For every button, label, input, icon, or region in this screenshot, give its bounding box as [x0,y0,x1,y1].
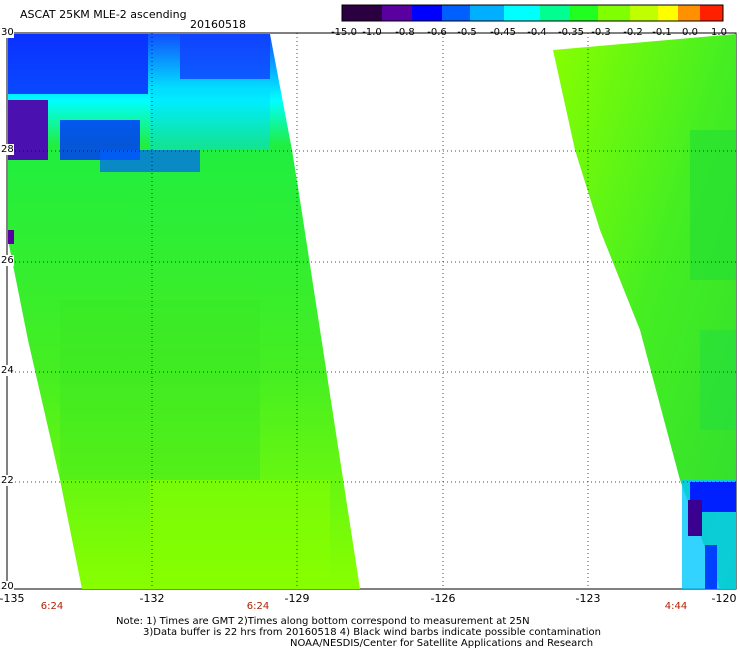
lat-label: 26 [1,255,14,266]
colorbar-label: -0.8 [395,27,415,38]
lat-label: 28 [1,144,14,155]
lat-label: 22 [1,475,14,486]
lon-label: -135 [0,592,25,605]
map-date: 20160518 [190,18,246,31]
lon-label: -120 [711,592,737,605]
colorbar-label: -0.45 [490,27,516,38]
colorbar-label: -0.2 [623,27,643,38]
colorbar-label: -1.0 [362,27,382,38]
note-line: Note: 1) Times are GMT 2)Times along bot… [116,616,530,627]
lon-label: -129 [284,592,310,605]
colorbar-label: 1.0 [711,27,727,38]
colorbar [341,4,724,22]
time-label: 4:44 [664,601,688,612]
lat-label: 20 [1,581,14,592]
colorbar-label: -0.3 [591,27,611,38]
colorbar-label: 0.0 [682,27,698,38]
lon-label: -132 [139,592,165,605]
colorbar-label: -0.5 [457,27,477,38]
time-label: 6:24 [246,601,270,612]
colorbar-label: -0.6 [427,27,447,38]
colorbar-label: -15.0 [331,27,357,38]
colorbar-label: -0.4 [527,27,547,38]
colorbar-label: -0.1 [652,27,672,38]
graticule [7,33,736,589]
left-swath [8,34,360,589]
lon-label: -126 [430,592,456,605]
right-swath [553,34,736,589]
note-credit: NOAA/NESDIS/Center for Satellite Applica… [290,638,594,649]
colorbar-label: -0.35 [558,27,584,38]
lat-label: 24 [1,365,14,376]
lat-label: 30 [1,27,14,38]
note-line: 3)Data buffer is 22 hrs from 20160518 4)… [143,627,601,638]
map-title: ASCAT 25KM MLE-2 ascending [20,8,187,21]
time-label: 6:24 [40,601,64,612]
lon-label: -123 [575,592,601,605]
